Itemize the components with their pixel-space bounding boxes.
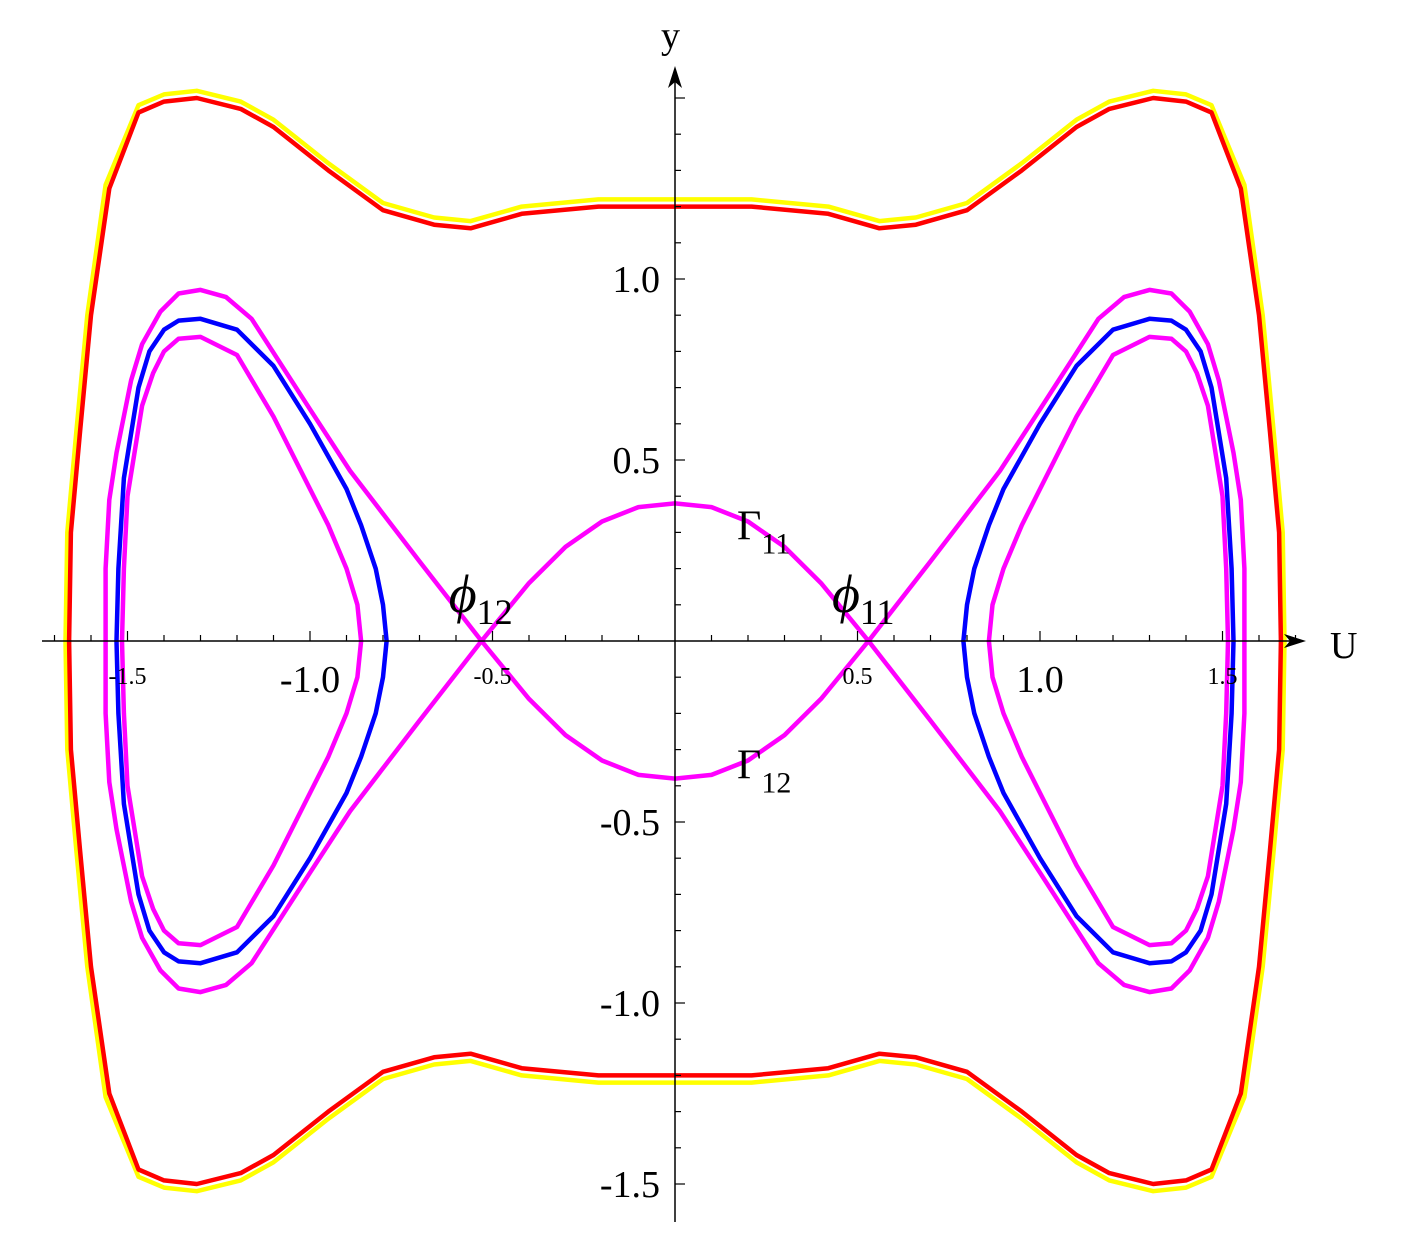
annotation-gamma-11: Γ11	[737, 504, 790, 561]
x-tick-label: -0.5	[474, 664, 512, 690]
series-0-quadrant-0	[672, 88, 1287, 644]
series-0-quadrant-1	[63, 88, 678, 644]
annotation-subscript: 12	[477, 592, 513, 632]
annotation-gamma-12: Γ12	[737, 743, 791, 800]
series-2-quadrant-2	[672, 638, 871, 781]
series-4-quadrant-1	[114, 316, 389, 644]
annotation-symbol: ϕ	[449, 564, 477, 624]
x-tick-label: 1.0	[1016, 659, 1064, 701]
y-tick-label: -1.5	[600, 1164, 660, 1206]
annotation-phi-12: ϕ12	[449, 564, 513, 632]
series-4-quadrant-2	[961, 638, 1236, 966]
series-1-quadrant-3	[66, 638, 678, 1187]
annotation-subscript: 11	[761, 528, 790, 561]
annotation-symbol: Γ	[737, 743, 761, 789]
series-5-quadrant-2	[986, 638, 1231, 948]
y-tick-label: 0.5	[613, 440, 661, 482]
series-5-quadrant-1	[119, 334, 364, 644]
curves	[63, 88, 1287, 1194]
series-2-quadrant-0	[672, 501, 871, 644]
x-tick-label: -1.5	[109, 664, 147, 690]
series-1-quadrant-2	[672, 638, 1284, 1187]
series-1-quadrant-0	[672, 95, 1284, 644]
series-3-quadrant-3	[103, 638, 484, 995]
x-tick-label: -1.0	[280, 659, 340, 701]
annotation-symbol: Γ	[737, 504, 761, 550]
series-3-quadrant-1	[103, 287, 484, 644]
series-5-quadrant-3	[119, 638, 364, 948]
series-2-quadrant-3	[479, 638, 678, 781]
series-4-quadrant-0	[961, 316, 1236, 644]
series-3-quadrant-0	[866, 287, 1247, 644]
series-4-quadrant-3	[114, 638, 389, 966]
annotation-phi-11: ϕ11	[832, 564, 895, 632]
annotation-subscript: 11	[860, 592, 895, 632]
x-tick-label: 0.5	[843, 664, 873, 690]
series-2-quadrant-1	[479, 501, 678, 644]
x-axis-label: U	[1330, 625, 1357, 667]
axes: U y	[42, 15, 1357, 1222]
y-tick-label: -1.0	[600, 983, 660, 1025]
series-3-quadrant-2	[866, 638, 1247, 995]
x-tick-label: 1.5	[1208, 664, 1238, 690]
series-0-quadrant-3	[63, 638, 678, 1194]
series-1-quadrant-1	[66, 95, 678, 644]
annotation-subscript: 12	[761, 767, 791, 800]
y-tick-label: -0.5	[600, 802, 660, 844]
y-tick-label: 1.0	[613, 259, 661, 301]
ticks: -1.5 -1.0 -0.5 0.5 1.0 1.5 1.0 0.5 -0.5 -1.0 -1.5	[53, 97, 1297, 1206]
annotation-symbol: ϕ	[832, 564, 860, 624]
series-5-quadrant-0	[986, 334, 1231, 644]
y-axis-arrow-icon	[668, 66, 682, 88]
y-axis-label: y	[661, 15, 680, 57]
series-0-quadrant-2	[672, 638, 1287, 1194]
